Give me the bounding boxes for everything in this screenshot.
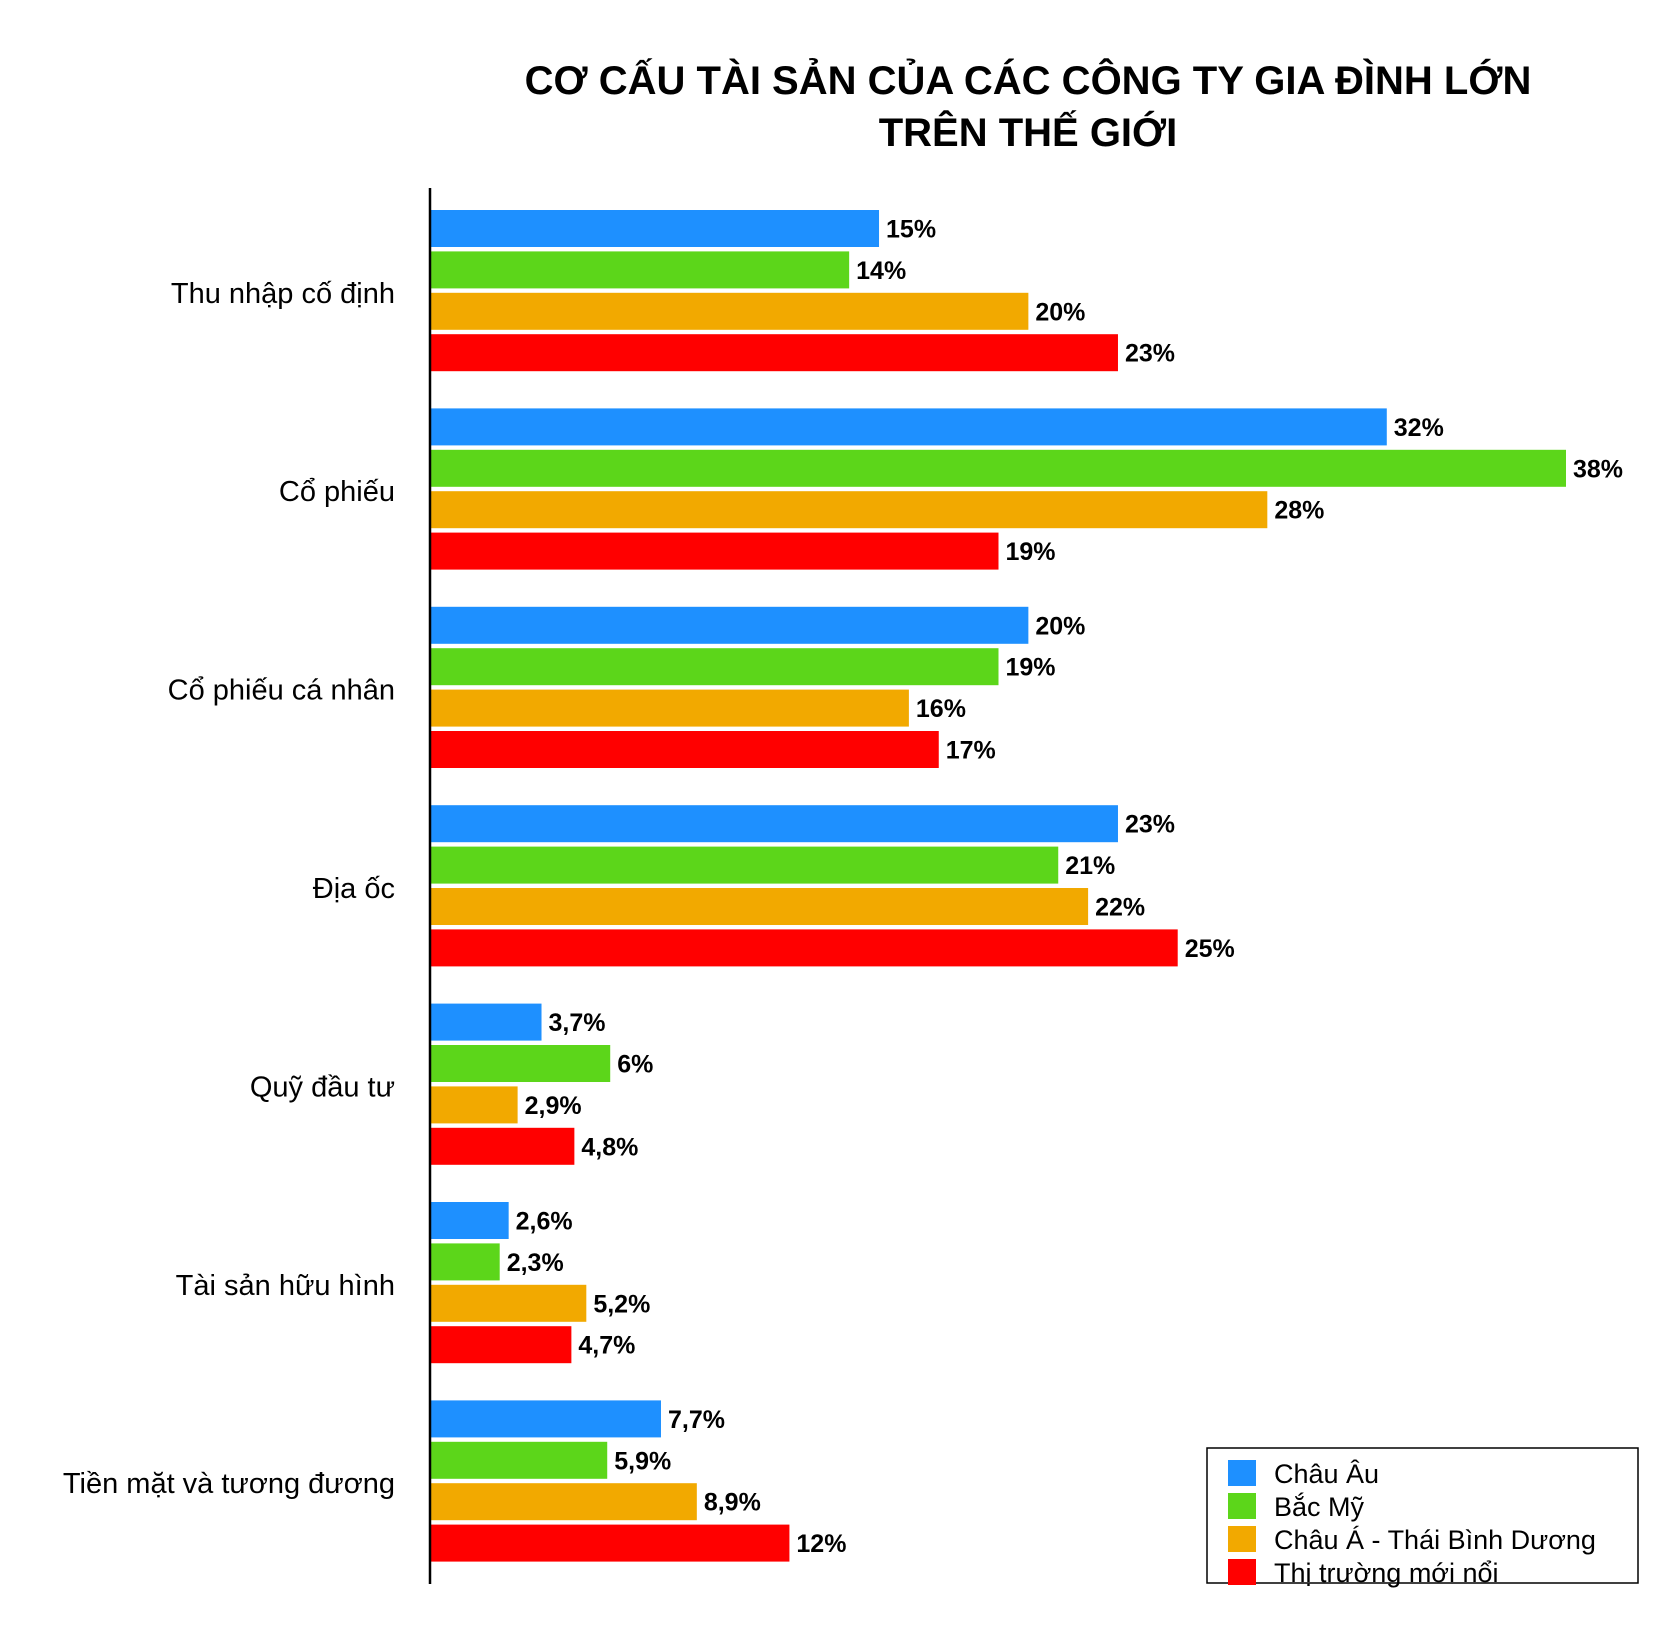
bar-dia-oc-chau-au [431,805,1118,843]
category-label-quy-dau-tu: Quỹ đầu tư [250,1071,395,1103]
bar-quy-dau-tu-thi-truong-moi-noi [431,1127,575,1165]
data-label-co-phieu-chau-a-thai-binh-duong: 28% [1274,497,1324,525]
data-label-co-phieu-ca-nhan-chau-a-thai-binh-duong: 16% [916,695,966,723]
bar-dia-oc-thi-truong-moi-noi [431,929,1178,967]
bar-thu-nhap-co-dinh-chau-a-thai-binh-duong [431,292,1029,330]
bar-co-phieu-ca-nhan-thi-truong-moi-noi [431,731,939,768]
bar-co-phieu-chau-a-thai-binh-duong [431,491,1268,529]
data-label-co-phieu-chau-au: 32% [1394,414,1444,442]
data-label-dia-oc-chau-au: 23% [1125,811,1175,839]
data-label-co-phieu-ca-nhan-thi-truong-moi-noi: 17% [946,737,996,765]
data-label-co-phieu-thi-truong-moi-noi: 19% [1006,538,1056,566]
legend-label-chau-au: Châu Âu [1274,1458,1379,1489]
category-label-thu-nhap-co-dinh: Thu nhập cố định [171,278,395,310]
bar-tien-mat-va-tuong-duong-chau-au [431,1400,661,1438]
bar-tai-san-huu-hinh-chau-a-thai-binh-duong [431,1284,587,1322]
category-label-co-phieu-ca-nhan: Cổ phiếu cá nhân [168,675,395,707]
data-label-thu-nhap-co-dinh-chau-a-thai-binh-duong: 20% [1035,298,1085,326]
legend-swatch-chau-au [1228,1460,1256,1486]
data-label-thu-nhap-co-dinh-chau-au: 15% [886,216,936,244]
data-label-quy-dau-tu-chau-a-thai-binh-duong: 2,9% [525,1092,582,1120]
bar-dia-oc-chau-a-thai-binh-duong [431,888,1089,925]
bar-co-phieu-bac-my [431,449,1566,487]
legend-label-chau-a-thai-binh-duong: Châu Á - Thái Bình Dương [1274,1525,1596,1555]
data-label-dia-oc-bac-my: 21% [1065,852,1115,880]
chart-title: CƠ CẤU TÀI SẢN CỦA CÁC CÔNG TY GIA ĐÌNH … [525,57,1532,155]
data-label-quy-dau-tu-chau-au: 3,7% [549,1009,606,1037]
bar-co-phieu-chau-au [431,408,1387,446]
bar-quy-dau-tu-chau-a-thai-binh-duong [431,1086,518,1124]
data-label-dia-oc-chau-a-thai-binh-duong: 22% [1095,894,1145,922]
data-label-tai-san-huu-hinh-thi-truong-moi-noi: 4,7% [578,1332,635,1360]
data-label-tien-mat-va-tuong-duong-chau-a-thai-binh-duong: 8,9% [704,1489,761,1517]
bar-thu-nhap-co-dinh-chau-au [431,210,880,247]
category-label-co-phieu: Cổ phiếu [279,476,395,508]
bars-group: 15% 14% 20% 23% 32% 38% 28% 19% 20% 19% 16% 17% 23% 2… [431,210,1623,1562]
data-label-tien-mat-va-tuong-duong-thi-truong-moi-noi: 12% [796,1530,846,1558]
data-label-thu-nhap-co-dinh-thi-truong-moi-noi: 23% [1125,340,1175,368]
data-label-dia-oc-thi-truong-moi-noi: 25% [1185,935,1235,963]
category-label-tai-san-huu-hinh: Tài sản hữu hình [176,1270,395,1302]
bar-thu-nhap-co-dinh-thi-truong-moi-noi [431,334,1118,372]
data-label-tai-san-huu-hinh-chau-au: 2,6% [516,1208,573,1236]
legend-swatch-chau-a-thai-binh-duong [1228,1526,1256,1552]
chart-title-line-2: TRÊN THẾ GIỚI [879,109,1178,155]
bar-tien-mat-va-tuong-duong-thi-truong-moi-noi [431,1524,790,1562]
bar-co-phieu-thi-truong-moi-noi [431,532,999,570]
legend-label-bac-my: Bắc Mỹ [1274,1491,1365,1522]
chart-title-line-1: CƠ CẤU TÀI SẢN CỦA CÁC CÔNG TY GIA ĐÌNH … [525,57,1532,103]
bar-tien-mat-va-tuong-duong-chau-a-thai-binh-duong [431,1483,697,1521]
legend-swatch-thi-truong-moi-noi [1228,1559,1256,1585]
bar-thu-nhap-co-dinh-bac-my [431,251,850,289]
legend-swatch-bac-my [1228,1493,1256,1519]
data-label-tien-mat-va-tuong-duong-bac-my: 5,9% [614,1447,671,1475]
legend-box [1206,1447,1639,1584]
data-label-co-phieu-ca-nhan-bac-my: 19% [1006,654,1056,682]
bar-co-phieu-ca-nhan-chau-au [431,606,1029,644]
bar-quy-dau-tu-bac-my [431,1045,611,1082]
data-label-co-phieu-ca-nhan-chau-au: 20% [1035,612,1085,640]
data-label-tien-mat-va-tuong-duong-chau-au: 7,7% [668,1406,725,1434]
category-labels: Thu nhập cố định Cổ phiếu Cổ phiếu cá nhân… [63,278,395,1500]
bar-co-phieu-ca-nhan-bac-my [431,648,999,686]
bar-dia-oc-bac-my [431,846,1059,884]
bar-tai-san-huu-hinh-chau-au [431,1202,509,1239]
legend-label-thi-truong-moi-noi: Thị trường mới nổi [1274,1558,1499,1588]
category-label-tien-mat-va-tuong-duong: Tiền mặt và tương đương [63,1468,395,1500]
bar-co-phieu-ca-nhan-chau-a-thai-binh-duong [431,689,909,727]
data-label-tai-san-huu-hinh-chau-a-thai-binh-duong: 5,2% [593,1290,650,1318]
bar-tai-san-huu-hinh-bac-my [431,1243,500,1281]
bar-tien-mat-va-tuong-duong-bac-my [431,1441,608,1479]
data-label-quy-dau-tu-thi-truong-moi-noi: 4,8% [581,1133,638,1161]
category-label-dia-oc: Địa ốc [313,873,395,905]
data-label-thu-nhap-co-dinh-bac-my: 14% [856,257,906,285]
bar-quy-dau-tu-chau-au [431,1003,542,1041]
data-label-co-phieu-bac-my: 38% [1573,455,1623,483]
data-label-tai-san-huu-hinh-bac-my: 2,3% [507,1249,564,1277]
data-label-quy-dau-tu-bac-my: 6% [617,1051,653,1079]
bar-tai-san-huu-hinh-thi-truong-moi-noi [431,1326,572,1364]
